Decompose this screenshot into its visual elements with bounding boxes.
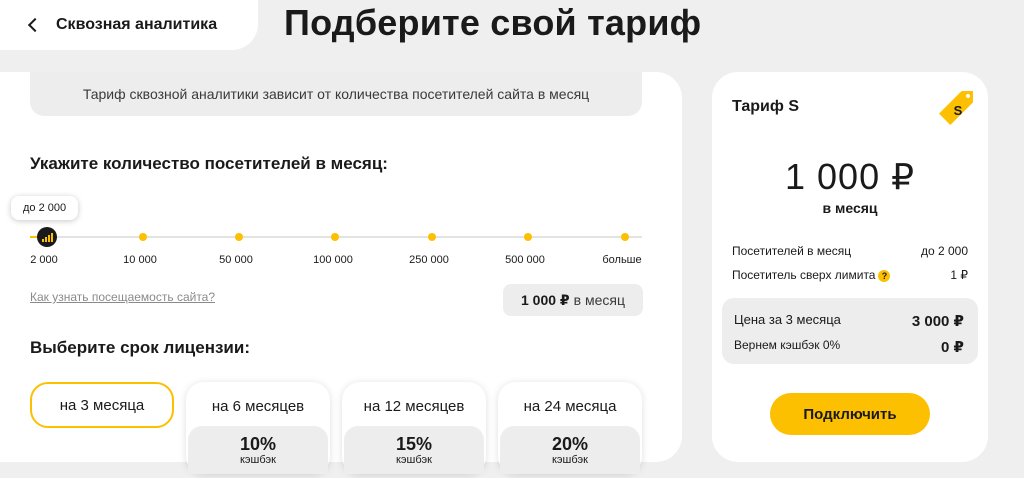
cashback-badge: 15% кэшбэк [344, 426, 484, 474]
term-label: на 12 месяцев [363, 398, 465, 415]
tariff-selector-card: Тариф сквозной аналитики зависит от коли… [0, 72, 682, 474]
period-price-row: Цена за 3 месяца 3 000 ₽ [734, 312, 964, 330]
price-tag-icon: S [939, 91, 973, 125]
period-price-label: Цена за 3 месяца [734, 312, 841, 327]
cashback-label: кэшбэк [396, 454, 432, 466]
tariff-name: Тариф S [732, 98, 799, 115]
visitors-value: до 2 000 [920, 244, 968, 258]
term-option-24-months[interactable]: на 24 месяца 20% кэшбэк [498, 382, 642, 474]
slider-stop-50000[interactable] [235, 233, 243, 241]
slider-tick-label: 500 000 [505, 254, 545, 266]
slider-tick-label: больше [602, 254, 642, 266]
cashback-percent: 20% [551, 434, 589, 454]
page-title: Подберите свой тариф [284, 2, 702, 43]
slider-stop-10000[interactable] [139, 233, 147, 241]
slider-tick-label: 50 000 [219, 254, 253, 266]
slider-stop-250000[interactable] [428, 233, 436, 241]
term-label: на 6 месяцев [211, 398, 305, 415]
chevron-left-icon [27, 17, 43, 33]
payment-summary: Цена за 3 месяца 3 000 ₽ Вернем кэшбэк 0… [722, 298, 978, 364]
cashback-badge: 20% кэшбэк [500, 426, 640, 474]
cashback-label: кэшбэк [552, 454, 588, 466]
back-label: Сквозная аналитика [56, 16, 218, 33]
term-label: на 3 месяца [59, 396, 145, 414]
slider-tooltip: до 2 000 [11, 196, 79, 220]
over-limit-label: Посетитель сверх лимита [732, 268, 876, 282]
tag-letter: S [954, 103, 963, 118]
over-limit-row: Посетитель сверх лимита? 1 ₽ [732, 268, 968, 282]
connect-button[interactable]: Подключить [770, 393, 930, 435]
visitors-label: Посетителей в месяц [732, 244, 852, 258]
visitors-section-title: Укажите количество посетителей в месяц: [30, 154, 388, 173]
license-section-title: Выберите срок лицензии: [30, 338, 250, 357]
over-limit-value: 1 ₽ [950, 268, 968, 282]
monthly-price-suffix: в месяц [573, 292, 625, 308]
term-option-6-months[interactable]: на 6 месяцев 10% кэшбэк [186, 382, 330, 474]
back-button[interactable]: Сквозная аналитика [0, 0, 258, 50]
slider-tick-label: 250 000 [409, 254, 449, 266]
term-label: на 24 месяца [523, 398, 617, 415]
term-option-12-months[interactable]: на 12 месяцев 15% кэшбэк [342, 382, 486, 474]
traffic-help-link[interactable]: Как узнать посещаемость сайта? [30, 290, 216, 304]
cashback-badge: 10% кэшбэк [188, 426, 328, 474]
cashback-percent: 10% [239, 434, 277, 454]
slider-stop-500000[interactable] [524, 233, 532, 241]
cashback-percent: 15% [395, 434, 433, 454]
cashback-label: кэшбэк [240, 454, 276, 466]
cashback-summary-value: 0 ₽ [941, 339, 964, 356]
slider-stop-more[interactable] [621, 233, 629, 241]
tariff-price: 1 000 ₽ [785, 156, 915, 197]
term-option-3-months[interactable]: на 3 месяца [30, 382, 174, 428]
tariff-period: в месяц [822, 200, 878, 216]
monthly-price-display: 1 000 ₽ в месяц [503, 284, 643, 316]
slider-thumb[interactable] [37, 227, 57, 247]
cashback-summary-label: Вернем кэшбэк 0% [734, 338, 841, 352]
slider-tick-label: 100 000 [313, 254, 353, 266]
slider-tick-label: 10 000 [123, 254, 157, 266]
tariff-summary-card: Тариф S S 1 000 ₽ в месяц Посетителей в … [712, 72, 988, 462]
help-icon[interactable]: ? [878, 269, 891, 282]
cashback-row: Вернем кэшбэк 0% 0 ₽ [734, 338, 964, 356]
slider-stop-100000[interactable] [331, 233, 339, 241]
slider-tick-label: 2 000 [30, 254, 58, 266]
info-banner: Тариф сквозной аналитики зависит от коли… [30, 72, 642, 116]
visitors-row: Посетителей в месяц до 2 000 [732, 244, 968, 258]
monthly-price-amount: 1 000 ₽ [520, 291, 570, 308]
period-price-value: 3 000 ₽ [911, 313, 964, 330]
